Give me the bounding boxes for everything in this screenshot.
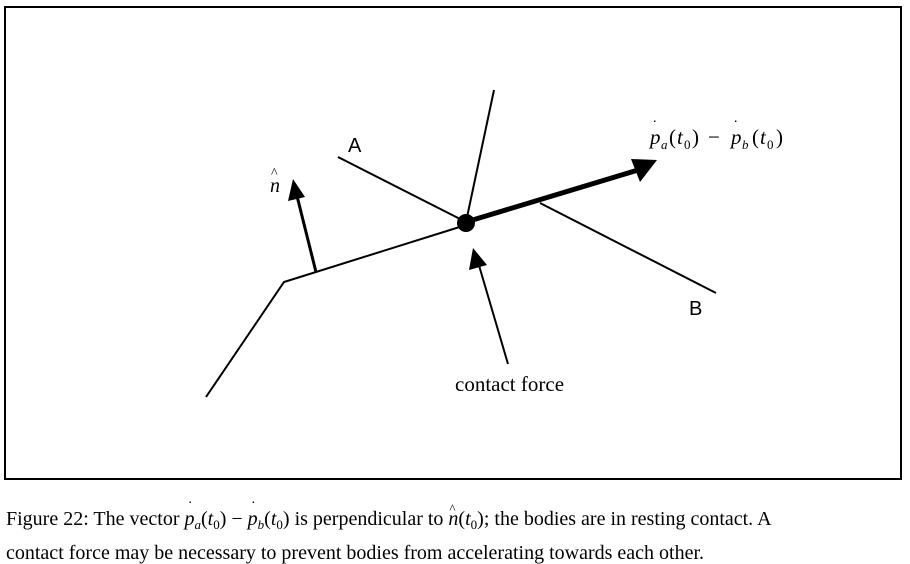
normal-arrow-shaft xyxy=(295,195,318,273)
svg-text:t: t xyxy=(677,125,684,149)
label-normal: n xyxy=(270,175,280,197)
label-a: A xyxy=(348,135,362,157)
svg-text:˙: ˙ xyxy=(652,118,657,135)
caption-line-1: Figure 22: The vector pa(t0) − pb(t0) is… xyxy=(6,494,906,539)
normal-arrowhead xyxy=(288,179,305,201)
velocity-arrow-shaft xyxy=(465,167,639,225)
svg-text:(: ( xyxy=(752,125,759,149)
upper-body-edge xyxy=(465,89,495,223)
svg-text:): ) xyxy=(776,125,783,149)
svg-text:p: p xyxy=(729,125,742,149)
label-relative-velocity: ˙ p a ( t 0 ) − ˙ p b ( t 0 ) xyxy=(648,118,783,152)
body-b-edge xyxy=(539,202,717,294)
body-surface-line xyxy=(205,224,467,398)
contact-point xyxy=(457,214,475,232)
caption-line-2: contact force may be necessary to preven… xyxy=(6,542,705,564)
svg-text:): ) xyxy=(692,125,699,149)
contact-force-arrowhead xyxy=(469,248,487,270)
svg-text:−: − xyxy=(708,125,720,149)
label-b: B xyxy=(689,298,702,320)
svg-text:b: b xyxy=(742,137,749,152)
svg-text:0: 0 xyxy=(767,137,774,152)
contact-force-arrow-shaft xyxy=(477,261,509,365)
figure-frame xyxy=(4,6,902,480)
svg-text:p: p xyxy=(648,125,661,149)
diagram-canvas: A B ^ n contact force ˙ p a ( t 0 ) − ˙ … xyxy=(205,89,783,398)
svg-text:0: 0 xyxy=(684,137,691,152)
figure-caption: Figure 22: The vector pa(t0) − pb(t0) is… xyxy=(6,494,906,564)
label-normal-hat: ^ xyxy=(271,166,278,181)
svg-text:t: t xyxy=(760,125,767,149)
body-a-edge xyxy=(337,156,467,223)
svg-text:(: ( xyxy=(669,125,676,149)
svg-text:˙: ˙ xyxy=(733,118,738,135)
velocity-arrowhead xyxy=(631,159,657,182)
label-contact-force: contact force xyxy=(455,372,564,396)
svg-text:a: a xyxy=(661,137,668,152)
